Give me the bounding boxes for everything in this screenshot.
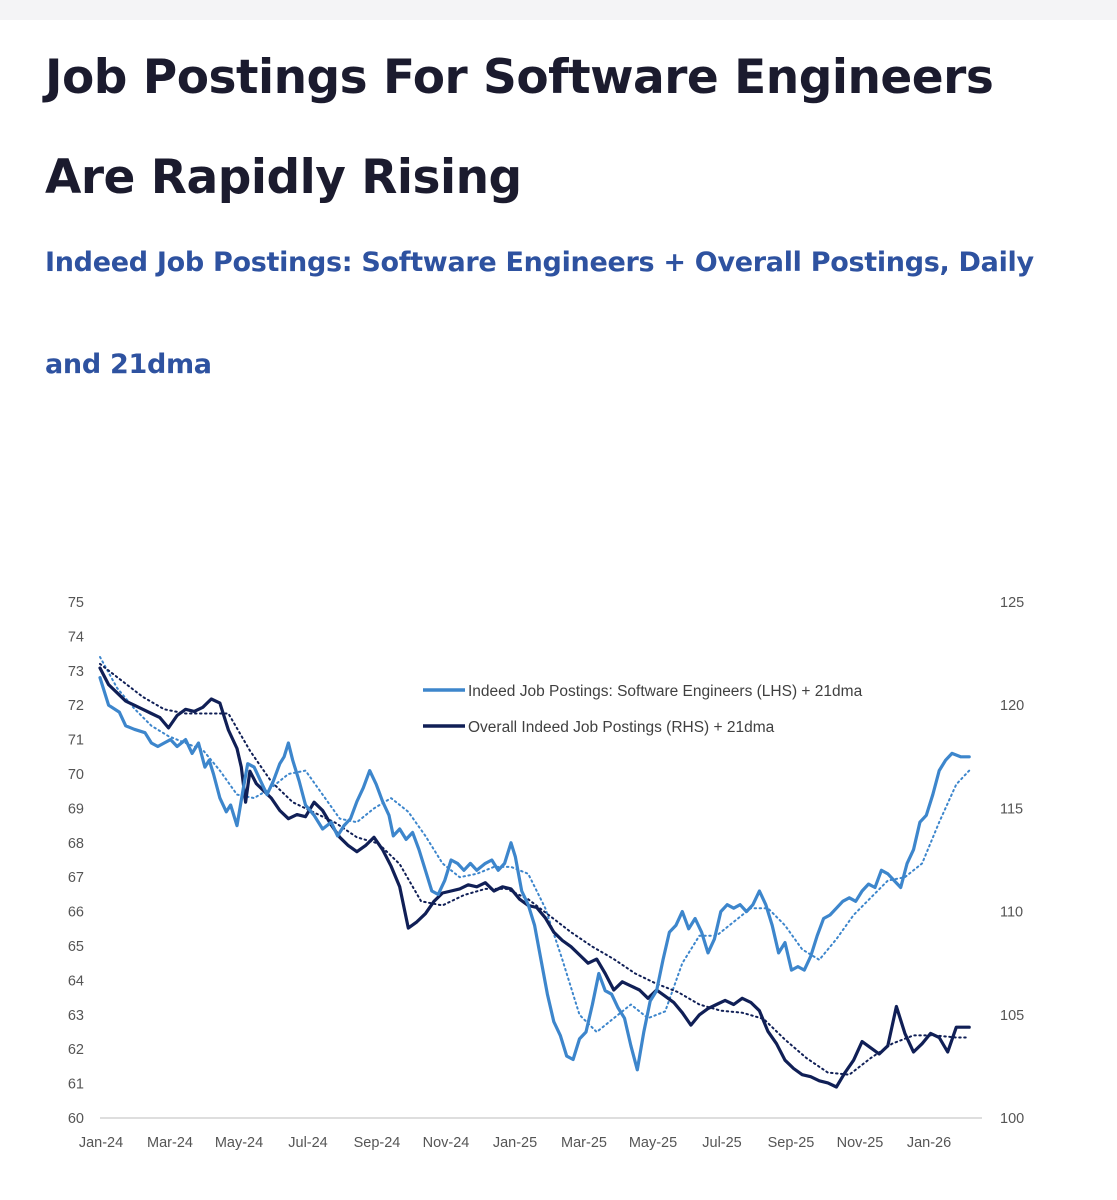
- x-tick-label: Jan-24: [79, 1135, 123, 1151]
- legend-label-overall: Overall Indeed Job Postings (RHS) + 21dm…: [468, 719, 775, 736]
- x-tick-label: Sep-24: [354, 1135, 401, 1151]
- x-tick-label: Nov-24: [423, 1135, 470, 1151]
- y-left-tick-label: 73: [68, 664, 84, 680]
- y-axis-right: 100 105 110 115 120 125: [1000, 595, 1024, 1127]
- y-left-tick-label: 61: [68, 1077, 84, 1093]
- y-left-tick-label: 71: [68, 733, 84, 749]
- series-layer: [98, 656, 971, 1089]
- y-left-tick-label: 70: [68, 767, 84, 783]
- y-left-tick-label: 72: [68, 698, 84, 714]
- chart-subtitle: Indeed Job Postings: Software Engineers …: [45, 247, 1034, 380]
- x-axis: Jan-24 Mar-24 May-24 Jul-24 Sep-24 Nov-24 Jan-…: [79, 1135, 951, 1151]
- x-tick-label: May-24: [215, 1135, 263, 1151]
- y-left-tick-label: 63: [68, 1008, 84, 1024]
- y-left-tick-label: 67: [68, 870, 84, 886]
- y-left-tick-label: 66: [68, 905, 84, 921]
- series-line-dma-overall: [99, 662, 971, 1076]
- y-right-tick-label: 120: [1000, 698, 1024, 714]
- y-right-tick-label: 110: [1000, 905, 1023, 921]
- chart-legend: Indeed Job Postings: Software Engineers …: [423, 683, 863, 736]
- x-tick-label: Jan-26: [907, 1135, 951, 1151]
- y-left-tick-label: 74: [68, 629, 84, 645]
- x-tick-label: May-25: [629, 1135, 677, 1151]
- x-tick-label: Jul-25: [702, 1135, 742, 1151]
- x-tick-label: Mar-24: [147, 1135, 193, 1151]
- legend-label-software: Indeed Job Postings: Software Engineers …: [468, 683, 863, 700]
- x-tick-label: Mar-25: [561, 1135, 607, 1151]
- y-left-tick-label: 62: [68, 1042, 84, 1058]
- y-left-tick-label: 68: [68, 836, 84, 852]
- x-tick-label: Jan-25: [493, 1135, 537, 1151]
- y-left-tick-label: 69: [68, 801, 84, 817]
- page-title: Job Postings For Software Engineers Are …: [45, 50, 994, 205]
- top-bar: [0, 0, 1117, 20]
- y-axis-left: 60 61 62 63 64 65 66 67 68 69 70 71 72 73 74 75: [68, 595, 84, 1127]
- y-right-tick-label: 125: [1000, 595, 1024, 611]
- y-left-tick-label: 75: [68, 595, 84, 611]
- x-tick-label: Nov-25: [837, 1135, 884, 1151]
- series-line-overall: [98, 666, 971, 1089]
- y-right-tick-label: 115: [1000, 801, 1023, 817]
- y-right-tick-label: 105: [1000, 1008, 1024, 1024]
- series-line-dma-software: [99, 656, 971, 1033]
- y-right-tick-label: 100: [1000, 1111, 1024, 1127]
- y-left-tick-label: 64: [68, 973, 84, 989]
- series-line-software: [98, 676, 971, 1072]
- x-tick-label: Sep-25: [768, 1135, 815, 1151]
- x-tick-label: Jul-24: [288, 1135, 328, 1151]
- y-left-tick-label: 65: [68, 939, 84, 955]
- y-left-tick-label: 60: [68, 1111, 84, 1127]
